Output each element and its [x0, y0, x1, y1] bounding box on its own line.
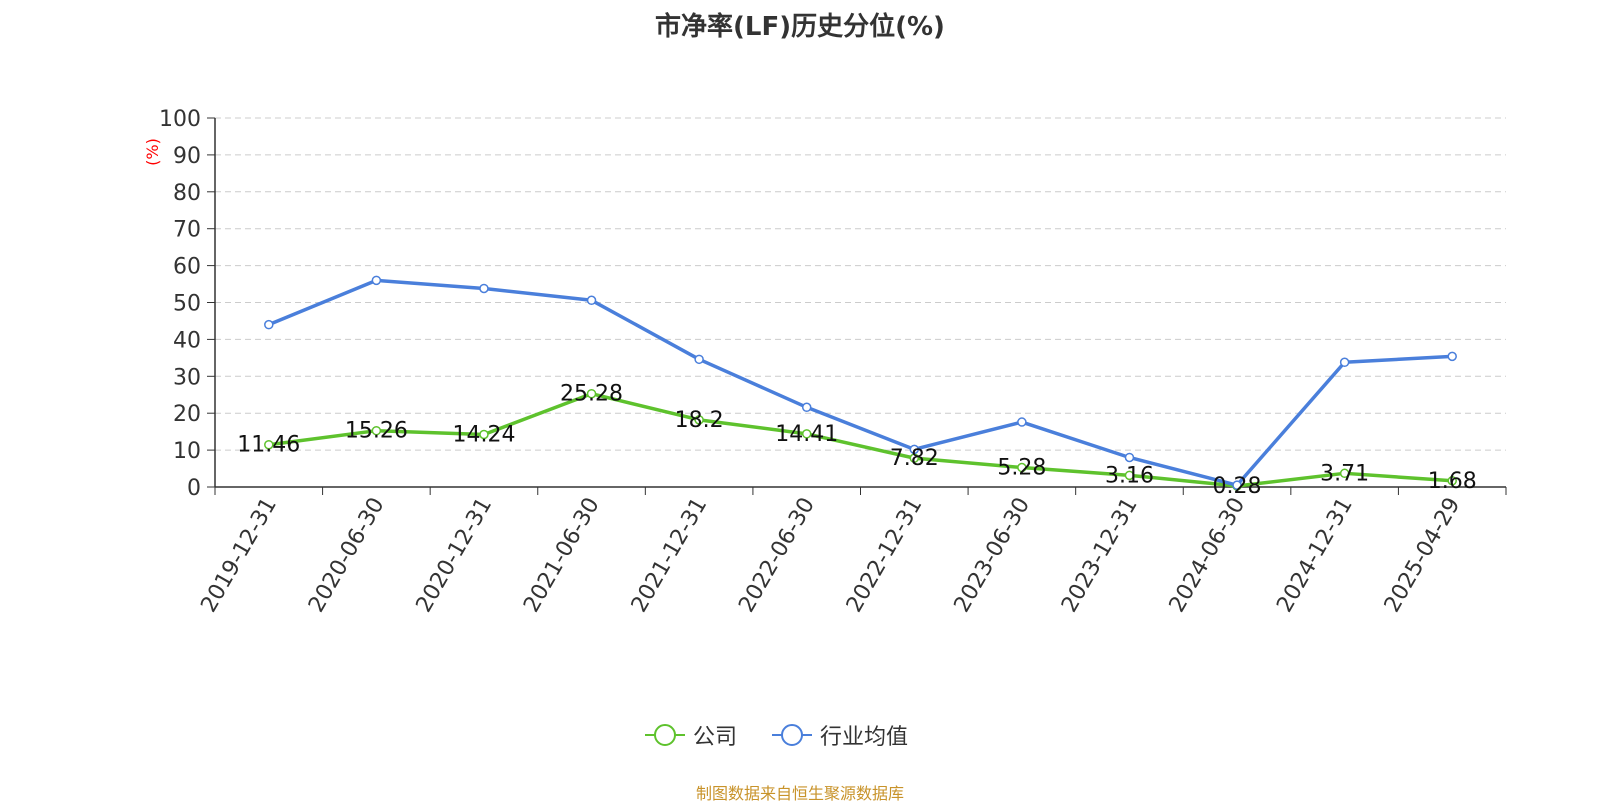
data-label-company: 15.26 [345, 419, 408, 444]
data-point-company [1447, 476, 1457, 486]
data-label-company: 0.28 [1213, 474, 1262, 499]
x-tick-label: 2023-12-31 [1057, 494, 1143, 617]
data-point-company [1017, 462, 1027, 473]
data-label-company: 5.28 [997, 456, 1046, 481]
x-tick-label: 2021-12-31 [627, 494, 713, 617]
data-point-industry-average [1339, 357, 1350, 368]
data-point-company [801, 429, 812, 439]
data-point-industry-average [1017, 417, 1027, 427]
y-tick-label: 70 [173, 218, 201, 243]
data-label-company: 3.71 [1320, 461, 1369, 486]
data-label-company: 7.82 [890, 446, 939, 471]
data-source-note: 制图数据来自恒生聚源数据库 [695, 784, 904, 803]
y-tick-label: 20 [173, 402, 201, 427]
x-tick-label: 2022-06-30 [734, 494, 820, 617]
y-tick-label: 10 [173, 439, 201, 464]
x-tick-label: 2021-06-30 [519, 494, 605, 617]
x-tick-label: 2023-06-30 [949, 494, 1035, 617]
y-tick-label: 50 [173, 292, 201, 317]
x-tick-label: 2022-12-31 [842, 494, 928, 617]
data-point-company [264, 439, 274, 450]
legend-item-industry-average[interactable]: 行业均值 [772, 720, 908, 750]
data-label-company: 18.2 [675, 408, 724, 433]
y-tick-label: 40 [173, 328, 201, 353]
data-point-company [1124, 470, 1135, 481]
data-point-industry-average [1232, 480, 1242, 490]
data-point-company [371, 425, 382, 436]
data-label-company: 14.41 [775, 422, 838, 447]
data-point-company [479, 429, 489, 440]
x-tick-label: 2024-06-30 [1165, 494, 1251, 617]
data-label-company: 25.28 [560, 382, 623, 407]
data-point-company [694, 415, 704, 425]
data-label-company: 14.24 [452, 422, 515, 447]
x-tick-label: 2025-04-29 [1380, 494, 1466, 617]
data-label-company: 1.68 [1428, 469, 1477, 494]
data-label-company: 3.16 [1105, 463, 1154, 488]
legend-marker-company [645, 724, 685, 746]
x-tick-label: 2020-06-30 [304, 494, 390, 617]
data-point-industry-average [1447, 351, 1457, 362]
data-point-industry-average [586, 295, 597, 306]
data-label-company: 11.46 [237, 433, 300, 458]
data-point-industry-average [694, 354, 704, 365]
legend-label-industry-average: 行业均值 [820, 725, 909, 750]
data-point-industry-average [479, 283, 489, 294]
series-line-industry-average [268, 278, 1453, 487]
data-point-industry-average [371, 275, 382, 286]
y-tick-label: 90 [173, 144, 201, 169]
data-point-industry-average [264, 319, 274, 330]
data-point-company [909, 453, 920, 463]
legend-marker-industry-average [772, 724, 812, 746]
series-line-company [268, 391, 1453, 488]
y-tick-label: 0 [187, 476, 201, 501]
y-tick-label: 100 [159, 107, 201, 132]
legend-item-company[interactable]: 公司 [645, 720, 737, 750]
y-tick-label: 30 [173, 365, 201, 390]
data-point-industry-average [801, 402, 812, 413]
chart-title: 市净率(LF)历史分位(%) [655, 12, 945, 42]
y-axis-label: (%) [143, 138, 162, 166]
x-tick-label: 2024-12-31 [1272, 494, 1358, 617]
legend-label-company: 公司 [693, 725, 738, 750]
y-tick-label: 60 [173, 255, 201, 280]
data-point-industry-average [909, 444, 920, 455]
x-tick-label: 2019-12-31 [196, 494, 282, 617]
x-tick-label: 2020-12-31 [412, 494, 498, 617]
data-point-industry-average [1124, 452, 1135, 463]
data-point-company [1339, 468, 1350, 479]
data-point-company [586, 388, 597, 399]
y-tick-label: 80 [173, 181, 201, 206]
